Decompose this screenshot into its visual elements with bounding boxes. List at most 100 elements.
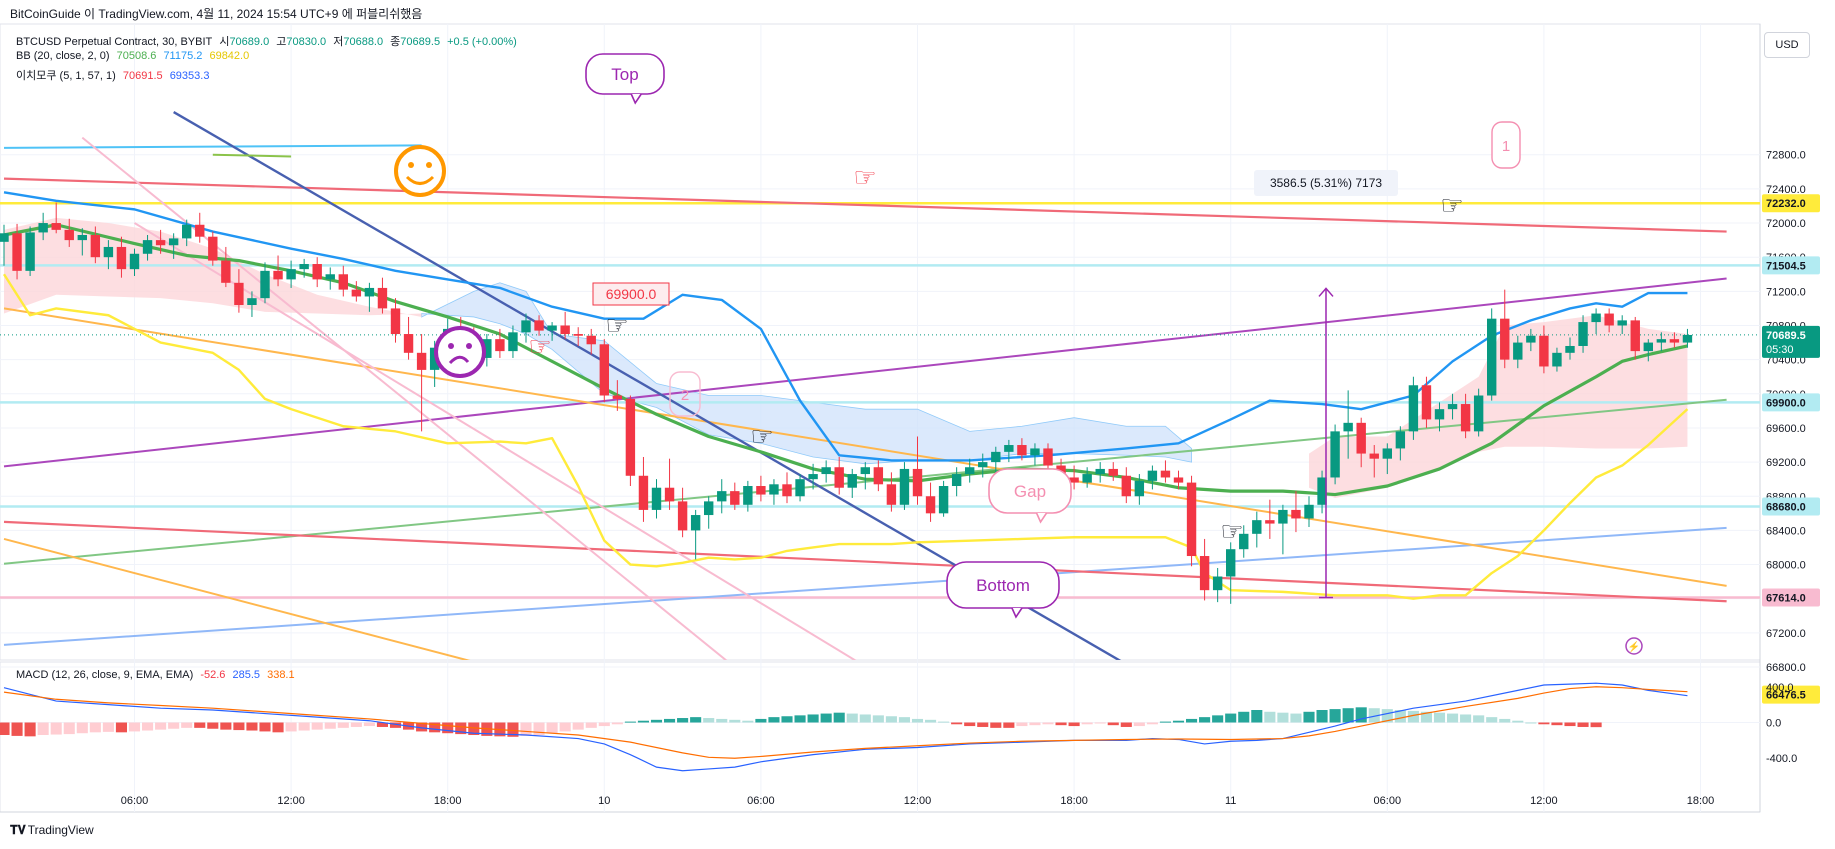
macd-histogram-bar: [546, 722, 558, 734]
confused-eye: [448, 343, 454, 349]
macd-histogram-bar: [977, 722, 989, 727]
candle-body: [808, 474, 818, 480]
candle-body: [625, 398, 636, 476]
last-price-tag-box: [1762, 325, 1820, 358]
candle: [743, 480, 753, 512]
candle: [377, 277, 388, 314]
change-value: +0.5 (+0.00%): [447, 36, 517, 48]
candle-body: [482, 339, 492, 358]
ichimoku-legend[interactable]: 이치모쿠 (5, 1, 57, 1) 70691.5 69353.3: [16, 67, 213, 83]
candle-body: [1539, 335, 1549, 367]
candle-body: [1473, 395, 1484, 432]
symbol-legend[interactable]: BTCUSD Perpetual Contract, 30, BYBIT 시70…: [16, 33, 521, 49]
macd-tick-label: 0.0: [1766, 718, 1781, 730]
macd-histogram-bar: [1381, 709, 1393, 723]
macd-histogram-bar: [807, 714, 819, 723]
candle-body: [1330, 431, 1340, 478]
candle: [1604, 308, 1614, 333]
price-level-tag: 72232.0: [1762, 194, 1820, 213]
macd-histogram-bar: [1525, 722, 1537, 724]
candle-body: [377, 287, 388, 309]
candle-body: [664, 487, 675, 502]
macd-tick-label: 400.0: [1766, 682, 1794, 694]
price-tick-label: 72000.0: [1766, 218, 1806, 230]
candle: [116, 236, 127, 278]
macd-histogram-bar: [1394, 709, 1406, 723]
candle: [221, 246, 231, 288]
macd-histogram-bar: [1225, 713, 1237, 723]
macd-histogram-bar: [63, 722, 75, 735]
price-tick-label: 67200.0: [1766, 628, 1806, 640]
time-tick-label: 18:00: [434, 795, 462, 807]
macd-histogram-bar: [833, 712, 845, 723]
gap-callout: Gap: [988, 468, 1072, 524]
macd-histogram-bar: [611, 722, 623, 725]
candle-body: [64, 229, 74, 241]
macd-histogram-bar: [1342, 708, 1354, 723]
macd-pane: [0, 682, 1760, 772]
price-level-tag-label: 66476.5: [1766, 690, 1806, 702]
last-price-tag-countdown: 05:30: [1766, 344, 1794, 356]
macd-histogram-bar: [337, 722, 349, 728]
candle: [586, 328, 596, 355]
ichimoku-label: 이치모쿠 (5, 1, 57, 1): [16, 70, 116, 82]
price-level-tag-box: [1762, 393, 1820, 412]
candle: [1565, 337, 1575, 360]
macd-histogram-bar: [376, 722, 388, 727]
macd-histogram-bar: [964, 722, 976, 727]
price-level-tag: 69900.0: [1762, 393, 1820, 412]
candle-body: [142, 240, 153, 254]
candle-body: [247, 298, 257, 306]
candle-body: [1395, 431, 1406, 449]
macd-histogram-bar: [885, 716, 897, 723]
tradingview-logo[interactable]: 𝐓𝐕 TradingView: [10, 823, 94, 838]
macd-histogram-bar: [207, 722, 219, 729]
macd-histogram-bar: [1551, 722, 1563, 726]
time-tick-label: 12:00: [1530, 795, 1558, 807]
candle: [1212, 567, 1223, 603]
macd-histogram-bar: [1303, 711, 1315, 723]
wave-1-box: [1491, 121, 1521, 169]
gap-callout-tail: [1035, 512, 1048, 524]
macd-histogram-bar: [24, 722, 36, 737]
last-price-tag: 70689.5 05:30: [1762, 325, 1820, 358]
macd-histogram-bar: [533, 722, 545, 736]
candle: [1317, 470, 1327, 514]
price-level-tag-label: 69900.0: [1766, 397, 1806, 409]
candle-body: [717, 491, 727, 502]
candle-body: [899, 468, 910, 505]
candle: [925, 482, 936, 522]
high-value: 70830.0: [286, 36, 327, 48]
measure-box: [1254, 170, 1398, 196]
candle: [821, 460, 831, 483]
open-value: 70689.0: [229, 36, 270, 48]
trendline-pink-2: [133, 222, 857, 660]
trendline-orange-lower: [3, 537, 471, 660]
price-tick-label: 69600.0: [1766, 423, 1806, 435]
macd-histogram-bar: [1199, 717, 1211, 723]
macd-histogram-bar: [990, 722, 1002, 728]
macd-tick-label: -400.0: [1766, 753, 1797, 765]
candle: [247, 291, 257, 317]
candle-body: [821, 467, 831, 475]
macd-histogram-bar: [1329, 709, 1341, 723]
measure-arrow: [1318, 287, 1334, 297]
candle: [1121, 467, 1131, 504]
macd-legend[interactable]: MACD (12, 26, close, 9, EMA, EMA) -52.6 …: [16, 669, 299, 681]
candle-body: [1212, 576, 1223, 591]
hand-pointer-red-icon: ☞: [853, 162, 876, 192]
macd-histogram-bar: [1016, 722, 1028, 727]
confused-eye: [466, 343, 472, 349]
trendline-red-lower: [3, 520, 1727, 603]
bb-legend[interactable]: BB (20, close, 2, 0) 70508.6 71175.2 698…: [16, 50, 253, 62]
candle-body: [1186, 482, 1197, 557]
smile-eye: [426, 162, 432, 168]
candle: [1656, 332, 1667, 352]
price-tick-label: 68400.0: [1766, 525, 1806, 537]
low-label: 저: [333, 36, 344, 48]
candle: [234, 269, 244, 313]
macd-histogram-bar: [677, 718, 689, 723]
candle-body: [1226, 549, 1236, 577]
currency-button[interactable]: USD: [1764, 32, 1810, 58]
